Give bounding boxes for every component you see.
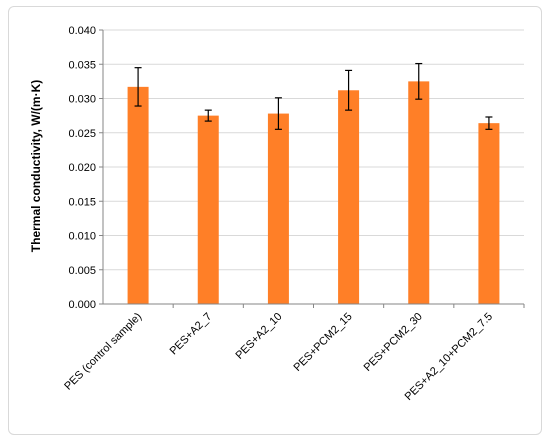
y-tick-label: 0.000 xyxy=(68,299,96,311)
bar xyxy=(267,113,289,304)
error-bars xyxy=(134,62,493,130)
bar xyxy=(197,115,219,304)
axes xyxy=(99,29,525,308)
y-tick-label: 0.005 xyxy=(68,265,96,277)
x-tick-label: PES+A2_7 xyxy=(168,311,215,358)
x-tick-label: PES+PCM2_30 xyxy=(362,311,425,374)
bar xyxy=(408,81,430,304)
x-tick-label: PES (control sample) xyxy=(62,311,144,393)
bar xyxy=(338,90,360,304)
y-tick-label: 0.020 xyxy=(68,162,96,174)
gridlines xyxy=(103,29,524,271)
bar xyxy=(127,86,149,304)
bars xyxy=(127,81,500,304)
y-tick-label: 0.035 xyxy=(68,59,96,71)
y-axis-title: Thermal conductivity, W/(m·K) xyxy=(29,80,43,252)
y-tick-label: 0.030 xyxy=(68,94,96,106)
x-tick-label: PES+PCM2_15 xyxy=(292,311,355,374)
x-tick-label: PES+A2_10 xyxy=(233,311,284,362)
y-tick-label: 0.025 xyxy=(68,128,96,140)
y-tick-label: 0.015 xyxy=(68,196,96,208)
y-tick-labels: 0.000 0.005 0.010 0.015 0.020 0.025 0.030 0.035… xyxy=(68,25,96,311)
y-tick-label: 0.010 xyxy=(68,231,96,243)
y-tick-label: 0.040 xyxy=(68,25,96,37)
bar xyxy=(478,123,500,304)
x-tick-labels: PES (control sample) PES+A2_7 PES+A2_10 PES… xyxy=(62,311,495,403)
